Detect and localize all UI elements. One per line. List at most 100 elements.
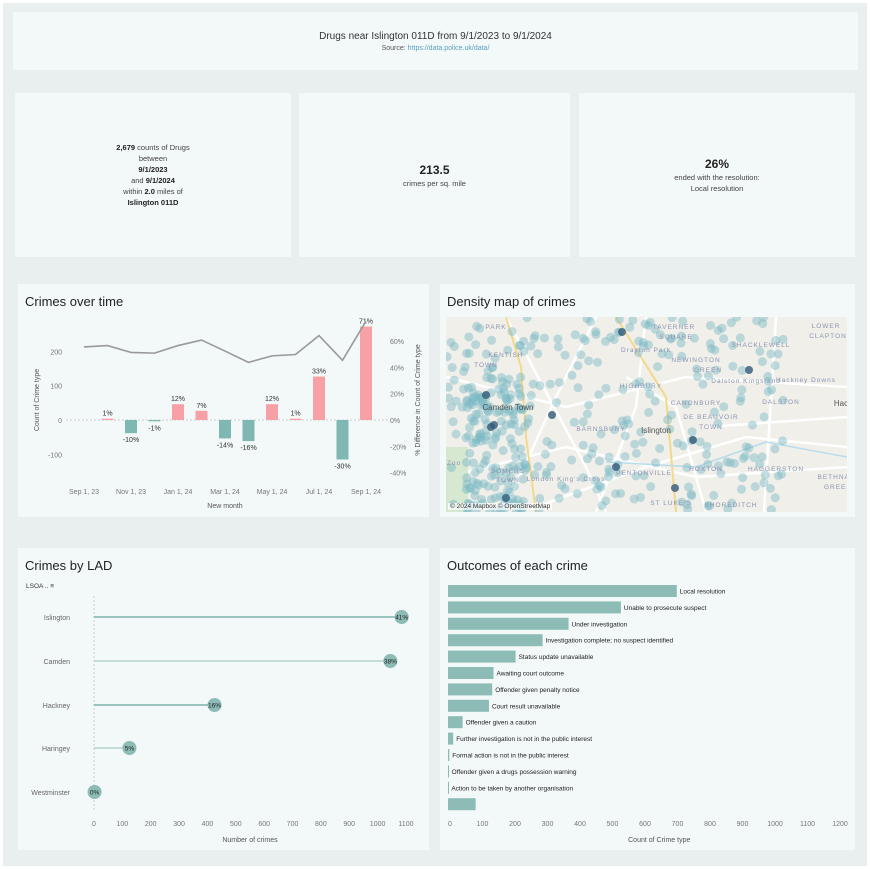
kpi-distance: 2.0 <box>144 187 155 196</box>
crime-density-dot <box>504 374 514 384</box>
crime-density-dot <box>578 417 588 427</box>
crime-density-dot <box>461 433 471 443</box>
crime-density-dot <box>758 319 768 329</box>
lsoa-sort-header[interactable]: LSOA .. ≡ <box>26 583 54 590</box>
map-attribution[interactable]: © 2024 Mapbox © OpenStreetMap <box>448 503 553 510</box>
crime-density-dot <box>560 350 570 360</box>
density-map[interactable]: PARK KENTISH TOWN TAVERNER SQUARE Drayton Par… <box>446 317 847 512</box>
outcome-bar <box>448 683 493 696</box>
kpi-distance-label: miles of <box>156 187 183 196</box>
crime-density-dot <box>709 490 719 500</box>
pct-diff-bar <box>289 418 302 420</box>
map-place-label: GREEN <box>824 484 847 491</box>
crime-density-dot <box>622 415 632 425</box>
crime-density-dot <box>625 322 635 332</box>
y2-tick-label: 60% <box>390 339 404 346</box>
crime-density-dot <box>650 396 660 406</box>
crime-density-dot <box>520 459 530 469</box>
y2-tick-label: -20% <box>390 444 406 451</box>
crime-density-dot <box>474 409 484 419</box>
x-tick-label: 0 <box>448 821 452 828</box>
crime-density-dot <box>634 348 644 358</box>
crime-density-dot <box>770 493 780 503</box>
crime-density-dot <box>594 480 604 490</box>
crime-density-dot <box>466 413 476 423</box>
map-place-label: PARK <box>485 324 506 331</box>
crime-density-dot <box>512 495 522 505</box>
crime-density-dot <box>614 317 624 324</box>
outcome-label: Investigation complete; no suspect ident… <box>546 638 674 645</box>
map-place-label: Islington <box>641 426 671 435</box>
crime-density-dot <box>488 440 498 450</box>
crime-density-dot <box>722 457 732 467</box>
lollipop-label: 0% <box>90 790 100 797</box>
map-place-label: DE BEAUVOIR <box>683 414 738 421</box>
crime-density-dot <box>470 467 480 477</box>
crime-density-dot <box>486 471 496 481</box>
crime-density-dot <box>703 459 713 469</box>
map-place-label: SHOREDITCH <box>705 502 758 509</box>
crime-density-dot <box>535 381 545 391</box>
crimes-by-lad-panel: Crimes by LAD LSOA .. ≡ Islington 41% Camd… <box>18 548 429 850</box>
lollipop-label: 41% <box>395 615 408 622</box>
map-place-label: HOXTON <box>689 466 723 473</box>
crime-density-dot <box>474 433 484 443</box>
pct-diff-bar <box>125 420 137 434</box>
count-line <box>83 320 367 364</box>
map-road <box>625 375 708 512</box>
crime-density-dot <box>667 333 677 343</box>
x-axis-title: Number of crimes <box>222 837 278 844</box>
kpi-density-label: crimes per sq. mile <box>403 178 466 188</box>
sort-icon[interactable]: ≡ <box>50 583 55 590</box>
crime-density-dot <box>706 344 716 354</box>
source-link[interactable]: https://data.police.uk/data/ <box>407 44 490 52</box>
crimes-by-lad-chart: Islington 41% Camden 38% Hackney 16% Haringey 5… <box>31 596 414 844</box>
crime-density-dot <box>593 357 603 367</box>
crime-density-dot <box>472 478 482 488</box>
crime-density-dot <box>773 349 783 359</box>
density-map-panel: Density map of crimes PARK KENTISH TOWN TAV… <box>440 284 855 517</box>
map-place-label: BETHNAL <box>818 474 847 481</box>
crime-density-dot <box>516 372 526 382</box>
crime-density-dot <box>713 418 723 428</box>
x-tick-label: Sep 1, 23 <box>69 489 99 496</box>
outcome-bar <box>448 732 454 745</box>
crime-density-dot <box>481 399 491 409</box>
crime-density-dot <box>645 389 655 399</box>
outcome-bar <box>448 634 543 647</box>
crime-density-dot <box>446 352 452 362</box>
crime-density-dot <box>770 444 780 454</box>
crime-density-dot <box>771 336 781 346</box>
pct-diff-bar <box>148 420 161 422</box>
crime-density-dot <box>466 382 476 392</box>
crime-density-dot <box>620 452 630 462</box>
crime-density-dot <box>757 357 767 367</box>
outcome-label: Under investigation <box>572 621 628 628</box>
crime-density-dot <box>737 365 747 375</box>
crime-hotspot-dot <box>745 366 753 374</box>
crime-density-dot <box>468 400 478 410</box>
outcomes-chart: Local resolution Unable to prosecute susp… <box>448 585 848 844</box>
crime-density-dot <box>464 332 474 342</box>
dashboard-title: Drugs near Islington 011D from 9/1/2023 … <box>319 30 552 42</box>
crime-density-dot <box>687 491 697 501</box>
map-place-label: CANONBURY <box>671 400 721 407</box>
crime-hotspot-dot <box>689 436 697 444</box>
y-tick-label: 200 <box>50 349 62 356</box>
pct-diff-bar <box>242 420 255 442</box>
crime-density-dot <box>592 484 602 494</box>
map-place-label: HAGGERSTON <box>748 466 804 473</box>
crime-density-dot <box>736 393 746 403</box>
crime-density-dot <box>482 373 492 383</box>
bar-data-label: 1% <box>102 411 112 418</box>
lad-category-label: Hackney <box>43 703 71 710</box>
x-tick-label: 800 <box>704 821 716 828</box>
crime-density-dot <box>703 501 713 511</box>
crime-density-dot <box>451 396 461 406</box>
crime-density-dot <box>494 384 504 394</box>
pct-diff-bar <box>313 376 325 420</box>
x-tick-label: 200 <box>509 821 521 828</box>
crime-hotspot-dot <box>548 411 556 419</box>
crime-density-dot <box>760 470 770 480</box>
outcome-bar <box>448 585 677 597</box>
